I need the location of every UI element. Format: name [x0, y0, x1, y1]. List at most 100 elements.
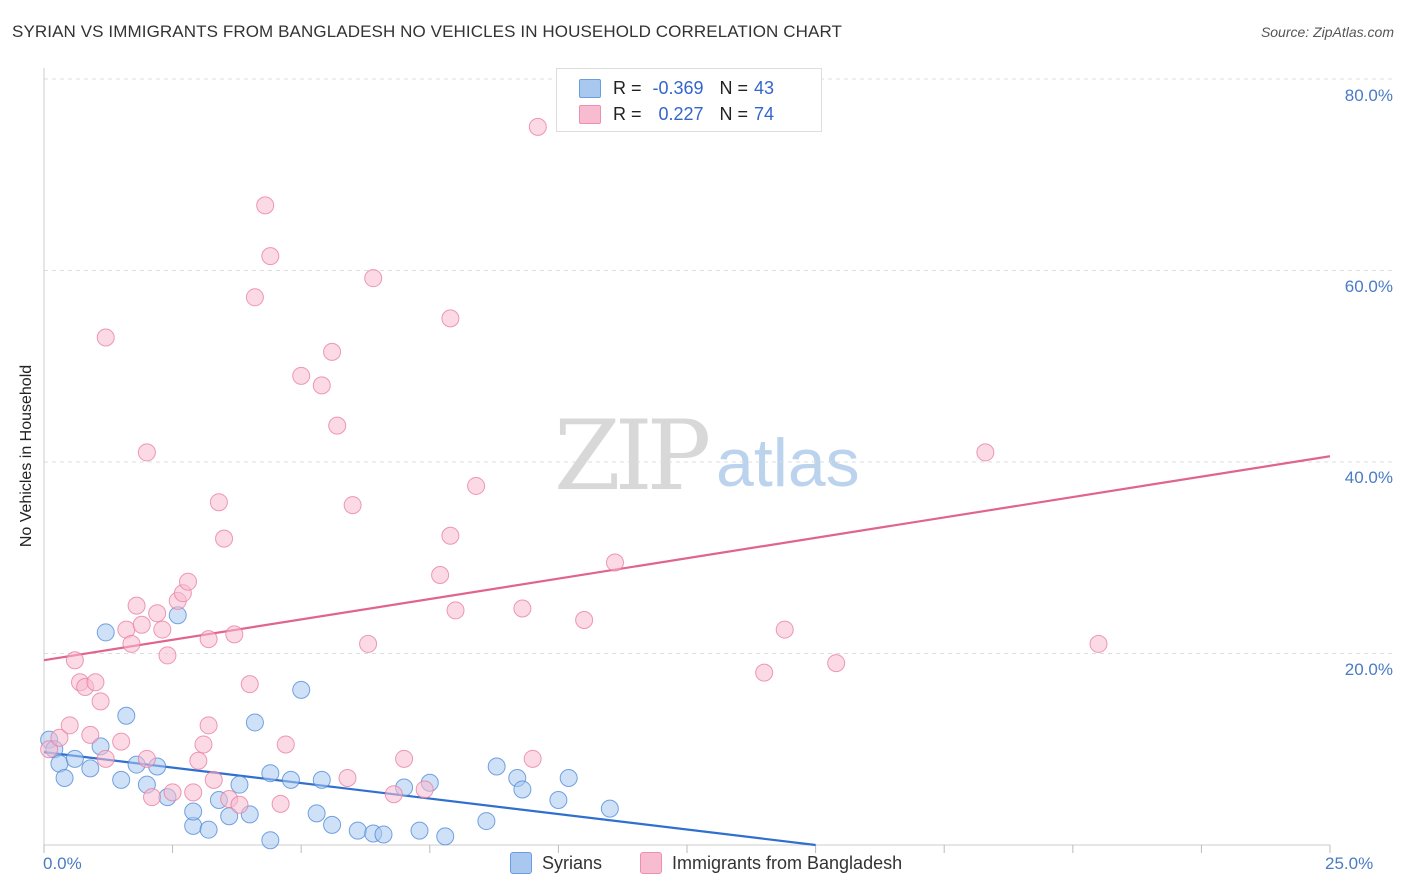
- legend-n-value: 43: [754, 77, 775, 98]
- bangladesh-point: [209, 493, 228, 512]
- legend-row-bangladesh: R = 0.227 N = 74: [579, 102, 774, 126]
- bangladesh-point: [96, 328, 115, 347]
- bottom-legend-swatch: [640, 852, 662, 874]
- bottom-legend-bangladesh: Immigrants from Bangladesh: [640, 852, 902, 874]
- bangladesh-point: [137, 443, 156, 462]
- syrian-point: [245, 713, 264, 732]
- bangladesh-trend-line: [43, 455, 1331, 662]
- bangladesh-point: [384, 785, 403, 804]
- bangladesh-point: [338, 768, 357, 787]
- syrian-point: [374, 825, 393, 844]
- y-tick-label: 80.0%: [1344, 86, 1393, 105]
- bangladesh-point: [153, 620, 172, 639]
- bangladesh-point: [323, 342, 342, 361]
- bangladesh-point: [86, 673, 105, 692]
- bangladesh-point: [1089, 634, 1108, 653]
- bangladesh-point: [523, 749, 542, 768]
- syrian-point: [230, 775, 249, 794]
- bottom-legend-swatch: [510, 852, 532, 874]
- watermark-zip: ZIP: [554, 400, 711, 512]
- bangladesh-point: [976, 443, 995, 462]
- y-axis-label: No Vehicles in Household: [18, 364, 35, 548]
- syrian-point: [281, 770, 300, 789]
- bangladesh-point: [65, 651, 84, 670]
- bangladesh-point: [163, 783, 182, 802]
- bangladesh-point: [513, 599, 532, 618]
- syrian-point: [81, 759, 100, 778]
- syrian-point: [410, 821, 429, 840]
- axes: [43, 68, 1331, 853]
- bangladesh-point: [364, 269, 383, 288]
- syrian-point: [261, 764, 280, 783]
- bangladesh-point: [127, 596, 146, 615]
- bangladesh-point: [467, 476, 486, 495]
- bangladesh-point: [256, 196, 275, 215]
- bangladesh-point: [199, 716, 218, 735]
- legend-n-label: N =: [719, 103, 749, 124]
- bangladesh-point: [230, 795, 249, 814]
- syrian-point: [96, 623, 115, 642]
- legend-swatch: [579, 78, 601, 98]
- y-tick-label: 40.0%: [1344, 468, 1393, 487]
- x-tick-label: 25.0%: [1325, 854, 1374, 873]
- bangladesh-point: [112, 732, 131, 751]
- bangladesh-point: [312, 376, 331, 395]
- bangladesh-point: [528, 117, 547, 136]
- legend-n-label: N =: [719, 77, 749, 98]
- bottom-legend-label: Immigrants from Bangladesh: [672, 852, 903, 873]
- bangladesh-point: [143, 788, 162, 807]
- syrian-trend-line: [43, 751, 816, 847]
- grid-lines: [44, 78, 1392, 654]
- bangladesh-point: [575, 610, 594, 629]
- legend-r-value: 0.227: [658, 103, 704, 124]
- bangladesh-point: [292, 366, 311, 385]
- legend-row-syrians: R = -0.369 N = 43: [579, 76, 774, 100]
- chart-title: SYRIAN VS IMMIGRANTS FROM BANGLADESH NO …: [12, 22, 843, 41]
- bangladesh-point: [343, 496, 362, 515]
- syrian-point: [600, 799, 619, 818]
- correlation-legend: R = -0.369 N = 43 R = 0.227 N = 74: [556, 68, 822, 132]
- syrian-point: [323, 815, 342, 834]
- bangladesh-point: [96, 749, 115, 768]
- bottom-legend-label: Syrians: [542, 852, 603, 873]
- bangladesh-point: [122, 634, 141, 653]
- bangladesh-point: [261, 247, 280, 266]
- bangladesh-point: [245, 288, 264, 307]
- syrian-point: [307, 804, 326, 823]
- watermark-atlas: atlas: [716, 425, 860, 501]
- bangladesh-point: [755, 663, 774, 682]
- legend-n-value: 74: [754, 103, 775, 124]
- syrian-point: [117, 706, 136, 725]
- syrian-point: [199, 820, 218, 839]
- bangladesh-point: [50, 728, 69, 747]
- syrian-point: [112, 770, 131, 789]
- bangladesh-point: [395, 749, 414, 768]
- x-tick-label: 0.0%: [43, 854, 82, 873]
- bangladesh-point: [215, 529, 234, 548]
- bangladesh-point: [271, 794, 290, 813]
- bangladesh-point: [199, 630, 218, 649]
- legend-r-label: R =: [613, 77, 642, 98]
- bangladesh-point: [225, 625, 244, 644]
- bangladesh-point: [137, 749, 156, 768]
- syrian-point: [292, 680, 311, 699]
- y-tick-label: 20.0%: [1344, 660, 1393, 679]
- bangladesh-point: [189, 751, 208, 770]
- bangladesh-point: [40, 740, 59, 759]
- bottom-legend-syrians: Syrians: [510, 852, 602, 874]
- bangladesh-point: [184, 783, 203, 802]
- bangladesh-point: [827, 654, 846, 673]
- bangladesh-point: [446, 601, 465, 620]
- syrian-point: [549, 790, 568, 809]
- bangladesh-point: [158, 646, 177, 665]
- syrian-point: [312, 770, 331, 789]
- bangladesh-point: [431, 565, 450, 584]
- legend-swatch: [579, 104, 601, 124]
- syrian-point: [55, 768, 74, 787]
- bangladesh-point: [415, 780, 434, 799]
- y-tick-label: 60.0%: [1344, 277, 1393, 296]
- syrian-point: [348, 821, 367, 840]
- syrian-point: [436, 827, 455, 846]
- syrian-point: [184, 802, 203, 821]
